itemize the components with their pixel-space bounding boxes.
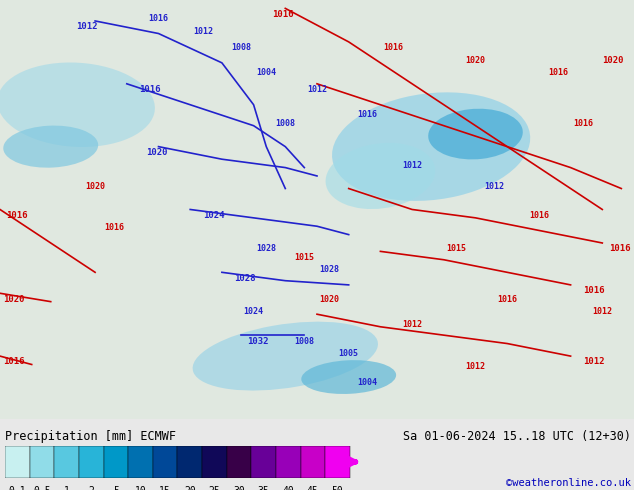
Text: 40: 40 xyxy=(282,486,294,490)
Text: 1032: 1032 xyxy=(247,337,269,345)
Bar xyxy=(5,446,30,478)
Text: 1015: 1015 xyxy=(446,245,467,253)
Bar xyxy=(30,446,55,478)
Text: 45: 45 xyxy=(307,486,319,490)
Text: 1020: 1020 xyxy=(465,56,486,65)
Ellipse shape xyxy=(301,360,396,394)
Text: 30: 30 xyxy=(233,486,245,490)
Ellipse shape xyxy=(326,143,435,209)
Text: 1012: 1012 xyxy=(583,358,605,367)
Ellipse shape xyxy=(332,92,530,201)
Bar xyxy=(251,446,276,478)
Text: 1020: 1020 xyxy=(320,294,340,304)
Text: 1012: 1012 xyxy=(76,23,98,31)
Text: Precipitation [mm] ECMWF: Precipitation [mm] ECMWF xyxy=(5,430,176,443)
Text: 1016: 1016 xyxy=(104,223,124,232)
Text: 1004: 1004 xyxy=(358,378,378,388)
Text: 1016: 1016 xyxy=(148,14,169,23)
Text: 1008: 1008 xyxy=(231,43,251,52)
Text: 1016: 1016 xyxy=(358,110,378,119)
Bar xyxy=(276,446,301,478)
Text: 0.5: 0.5 xyxy=(33,486,51,490)
Text: 1015: 1015 xyxy=(294,253,314,262)
Text: 1012: 1012 xyxy=(307,85,327,94)
Text: 1028: 1028 xyxy=(320,265,340,274)
Text: 1016: 1016 xyxy=(583,286,605,295)
Text: 1012: 1012 xyxy=(484,181,505,191)
Ellipse shape xyxy=(428,109,523,159)
Text: 1012: 1012 xyxy=(592,307,612,316)
Text: 1020: 1020 xyxy=(602,56,624,65)
Text: 50: 50 xyxy=(332,486,344,490)
Text: 1016: 1016 xyxy=(548,69,568,77)
Text: 1016: 1016 xyxy=(497,294,517,304)
Text: 25: 25 xyxy=(209,486,220,490)
Text: 15: 15 xyxy=(159,486,171,490)
Text: 1016: 1016 xyxy=(6,211,28,220)
Text: 1004: 1004 xyxy=(256,69,276,77)
Text: 1016: 1016 xyxy=(573,119,593,128)
Text: 0.1: 0.1 xyxy=(9,486,26,490)
Text: 1016: 1016 xyxy=(529,211,549,220)
Text: 1008: 1008 xyxy=(294,337,314,345)
Bar xyxy=(103,446,128,478)
Text: 1012: 1012 xyxy=(402,161,422,170)
Text: Sa 01-06-2024 15..18 UTC (12+30): Sa 01-06-2024 15..18 UTC (12+30) xyxy=(403,430,631,443)
Text: 1012: 1012 xyxy=(402,320,422,329)
Text: 35: 35 xyxy=(258,486,269,490)
Text: 1: 1 xyxy=(63,486,70,490)
Text: 1016: 1016 xyxy=(273,10,294,19)
Bar xyxy=(128,446,153,478)
Text: 1016: 1016 xyxy=(3,358,25,367)
Text: 5: 5 xyxy=(113,486,119,490)
Bar xyxy=(153,446,178,478)
Text: 1028: 1028 xyxy=(235,274,256,283)
Text: 10: 10 xyxy=(134,486,146,490)
Text: 1005: 1005 xyxy=(339,349,359,358)
Text: 1016: 1016 xyxy=(139,85,161,94)
Text: 1020: 1020 xyxy=(3,294,25,304)
Text: 1020: 1020 xyxy=(146,148,167,157)
Bar xyxy=(227,446,251,478)
Text: 1016: 1016 xyxy=(383,43,403,52)
Text: 1012: 1012 xyxy=(193,26,213,35)
Text: 1020: 1020 xyxy=(85,181,105,191)
Ellipse shape xyxy=(193,321,378,391)
Text: 1012: 1012 xyxy=(465,362,486,370)
Text: 1016: 1016 xyxy=(609,245,630,253)
Text: 1028: 1028 xyxy=(256,245,276,253)
Text: 1024: 1024 xyxy=(203,211,224,220)
Text: 20: 20 xyxy=(184,486,196,490)
Text: 2: 2 xyxy=(88,486,94,490)
Text: 1008: 1008 xyxy=(275,119,295,128)
Bar xyxy=(55,446,79,478)
Bar xyxy=(178,446,202,478)
Text: 1024: 1024 xyxy=(243,307,264,316)
Bar xyxy=(202,446,227,478)
Ellipse shape xyxy=(0,63,155,147)
Bar xyxy=(301,446,325,478)
Text: ©weatheronline.co.uk: ©weatheronline.co.uk xyxy=(506,478,631,488)
Bar xyxy=(325,446,350,478)
Bar xyxy=(79,446,103,478)
Ellipse shape xyxy=(3,125,98,168)
